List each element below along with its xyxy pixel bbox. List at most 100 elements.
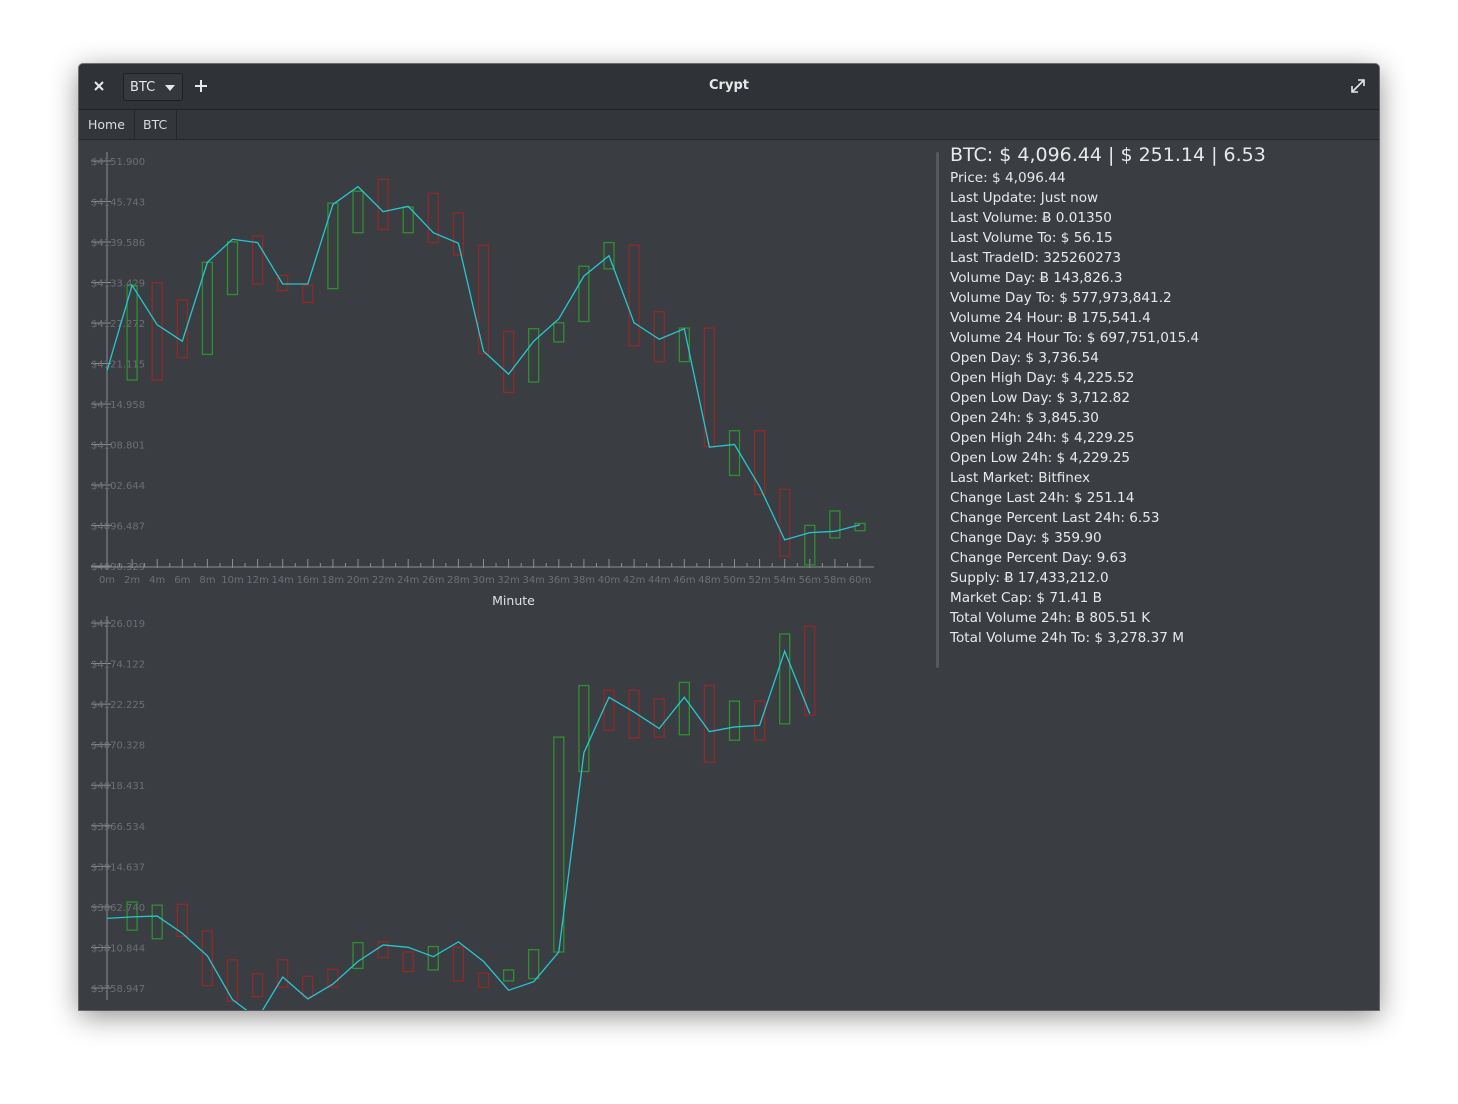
x-tick-label: 8m (199, 575, 215, 586)
stat-row: Open Low 24h: $ 4,229.25 (950, 450, 1131, 466)
y-tick-label: $4151.900 (91, 157, 145, 168)
candle-down (703, 684, 716, 763)
x-tick-label: 6m (174, 575, 190, 586)
candle-down (477, 972, 490, 988)
stat-row: Volume Day: Ƀ 143,826.3 (950, 270, 1123, 286)
x-tick-label: 50m (723, 575, 745, 586)
stat-row: Change Last 24h: $ 251.14 (950, 490, 1135, 506)
candle-up (603, 241, 615, 270)
x-tick-label: 28m (447, 575, 469, 586)
x-tick-label: 46m (673, 575, 695, 586)
x-tick-label: 34m (522, 575, 544, 586)
stat-row: Market Cap: $ 71.41 B (950, 590, 1102, 606)
panel-divider[interactable] (936, 152, 939, 668)
maximize-button[interactable] (1349, 77, 1367, 95)
y-tick-label: $3758.947 (91, 984, 145, 995)
candle-down (753, 430, 766, 496)
y-tick-label: $4127.272 (91, 319, 145, 330)
candle-down (327, 968, 339, 988)
close-icon (94, 81, 104, 91)
minute-price-chart: $4151.900 $4145.743 $4139.586 $4133.429 $412… (91, 152, 874, 608)
candle-down (226, 959, 239, 1002)
x-tick-label: 2m (124, 575, 140, 586)
stat-row: Volume 24 Hour To: $ 697,751,015.4 (950, 330, 1200, 346)
y-tick-label: $4070.328 (91, 741, 145, 752)
y-tick-label: $3862.740 (91, 903, 145, 914)
app-window: BTC Crypt Home BTC $4151.900 $4145.743 $41… (79, 64, 1379, 1010)
x-tick-label: 10m (221, 575, 243, 586)
stat-row: Last Volume To: $ 56.15 (950, 230, 1113, 246)
x-tick-label: 4m (149, 575, 165, 586)
candle-down (201, 930, 214, 987)
stat-row: Total Volume 24h: Ƀ 805.51 K (950, 610, 1151, 626)
daily-price-chart: $4226.019 $4174.122 $4122.225 $4070.328 $401… (91, 616, 816, 1010)
breadcrumb: Home BTC (79, 110, 1379, 140)
candle-up (578, 684, 590, 773)
stat-row: Total Volume 24h To: $ 3,278.37 M (950, 630, 1184, 646)
x-tick-label: 52m (748, 575, 770, 586)
x-tick-label: 20m (347, 575, 369, 586)
candle-up (151, 904, 163, 940)
price-line (106, 649, 811, 1010)
candle-up (728, 700, 741, 741)
breadcrumb-home[interactable]: Home (79, 110, 135, 139)
y-tick-label: $4114.958 (91, 400, 145, 411)
x-tick-label: 12m (246, 575, 268, 586)
title-bar: BTC Crypt (79, 64, 1379, 110)
candle-down (302, 284, 314, 304)
candle-down (151, 282, 163, 381)
y-tick-label: $4145.743 (91, 198, 145, 209)
candle-down (377, 941, 389, 959)
price-line (106, 185, 861, 541)
candle-down (427, 192, 439, 244)
x-tick-label: 40m (598, 575, 620, 586)
candle-up (553, 322, 565, 343)
x-tick-label: 24m (397, 575, 419, 586)
close-button[interactable] (89, 76, 109, 96)
candle-up (678, 681, 690, 736)
x-tick-label: 58m (824, 575, 846, 586)
plus-icon (195, 80, 207, 92)
candle-down (477, 244, 490, 355)
stat-row: Open Day: $ 3,736.54 (950, 350, 1099, 366)
candle-down (251, 973, 264, 998)
x-tick-label: 18m (322, 575, 344, 586)
x-tick-label: 22m (372, 575, 394, 586)
x-axis-label: Minute (492, 593, 535, 608)
candle-down (804, 625, 816, 716)
coin-select[interactable]: BTC (123, 73, 183, 101)
candle-up (352, 941, 364, 970)
add-coin-button[interactable] (191, 76, 211, 96)
candle-up (578, 265, 590, 323)
stat-row: Supply: Ƀ 17,433,212.0 (950, 570, 1109, 586)
x-tick-label: 38m (573, 575, 595, 586)
candle-up (502, 969, 515, 982)
y-tick-label: $4133.429 (91, 279, 145, 290)
candle-up (854, 522, 866, 532)
x-tick-label: 44m (648, 575, 670, 586)
candle-up (427, 945, 439, 971)
x-tick-label: 32m (497, 575, 519, 586)
stat-row: Last Update: Just now (950, 190, 1099, 206)
x-tick-label: 16m (297, 575, 319, 586)
stat-row: Change Percent Day: 9.63 (950, 550, 1127, 566)
stat-row: Change Day: $ 359.90 (950, 530, 1102, 546)
window-title: Crypt (709, 78, 749, 93)
maximize-icon (1351, 79, 1365, 93)
candle-down (502, 330, 515, 394)
x-tick-label: 42m (623, 575, 645, 586)
candle-up (829, 510, 841, 539)
candle-down (176, 903, 188, 938)
candle-down (302, 975, 314, 998)
candle-up (528, 949, 540, 980)
charts-panel: $4151.900 $4145.743 $4139.586 $4133.429 $412… (79, 140, 937, 1010)
candle-down (277, 274, 289, 292)
candle-down (176, 299, 188, 359)
candle-down (452, 212, 465, 256)
candle-down (377, 178, 389, 231)
candle-down (779, 488, 791, 557)
candle-down (452, 946, 465, 982)
x-tick-label: 48m (698, 575, 720, 586)
breadcrumb-btc[interactable]: BTC (134, 110, 178, 139)
candle-up (779, 633, 791, 725)
